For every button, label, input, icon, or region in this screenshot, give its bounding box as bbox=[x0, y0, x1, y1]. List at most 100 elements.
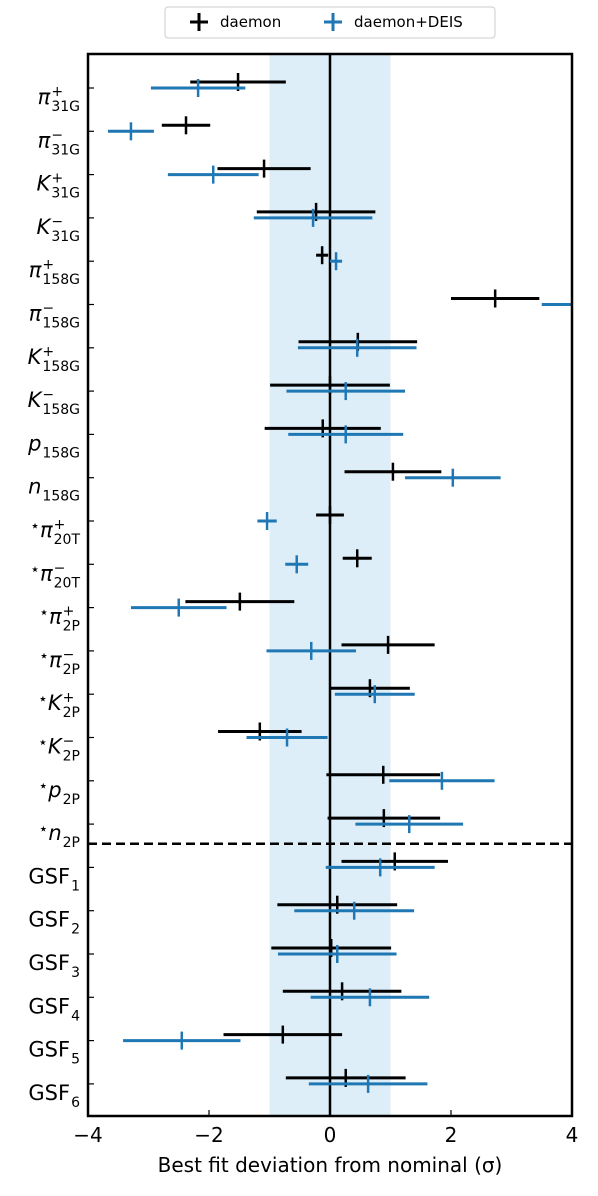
label-subscript: 158G bbox=[42, 402, 80, 418]
label-superscript: − bbox=[51, 127, 63, 143]
y-tick-label: 31G+K bbox=[37, 171, 80, 202]
label-subscript: 158G bbox=[42, 272, 80, 288]
label-superscript: − bbox=[42, 301, 54, 317]
label-subscript: 158G bbox=[42, 316, 80, 332]
y-tick-label: 2P−π⋆ bbox=[39, 646, 80, 678]
label-subscript: 31G bbox=[51, 229, 80, 245]
legend-label: daemon bbox=[220, 13, 281, 31]
label-star: ⋆ bbox=[39, 603, 49, 622]
y-tick-label: 2P+K⋆ bbox=[38, 689, 80, 721]
x-tick-label: 2 bbox=[445, 1123, 458, 1147]
label-star: ⋆ bbox=[38, 733, 48, 752]
label-superscript: + bbox=[54, 517, 66, 533]
label-base: π bbox=[29, 258, 42, 282]
label-base: K bbox=[28, 388, 44, 412]
label-base: GSF bbox=[28, 1038, 70, 1062]
label-subscript: 2P bbox=[63, 662, 80, 678]
label-base: n bbox=[28, 475, 41, 499]
label-star: ⋆ bbox=[39, 646, 49, 665]
y-tick-label: 158G+π bbox=[29, 257, 80, 288]
label-superscript: + bbox=[51, 84, 63, 100]
y-tick-label: 31G−K bbox=[37, 214, 80, 245]
label-subscript: 3 bbox=[71, 965, 80, 981]
label-base: K bbox=[48, 735, 64, 759]
label-subscript: 2 bbox=[71, 922, 80, 938]
label-superscript: + bbox=[42, 257, 54, 273]
legend: daemon daemon+DEIS bbox=[164, 6, 496, 39]
label-star: ⋆ bbox=[38, 776, 48, 795]
label-star: ⋆ bbox=[38, 689, 48, 708]
plot-area bbox=[107, 73, 572, 1093]
label-superscript: − bbox=[54, 560, 66, 576]
y-tick-label: 2P+π⋆ bbox=[39, 603, 80, 635]
label-subscript: 31G bbox=[51, 99, 80, 115]
label-base: π bbox=[49, 605, 62, 629]
label-base: π bbox=[40, 561, 53, 585]
y-tick-label: 2P−K⋆ bbox=[38, 733, 80, 765]
label-star: ⋆ bbox=[38, 819, 48, 838]
y-tick-label: 2Pp⋆ bbox=[38, 776, 80, 808]
x-tick-label: −4 bbox=[73, 1123, 102, 1147]
label-base: GSF bbox=[28, 994, 70, 1018]
label-base: GSF bbox=[28, 864, 70, 888]
x-axis-label: Best fit deviation from nominal (σ) bbox=[158, 1153, 503, 1177]
label-base: π bbox=[49, 648, 62, 672]
label-subscript: 20T bbox=[54, 532, 81, 548]
label-base: GSF bbox=[28, 1081, 70, 1105]
y-tick-label: 20T+π⋆ bbox=[30, 516, 80, 548]
label-superscript: − bbox=[63, 647, 75, 663]
label-superscript: + bbox=[51, 171, 63, 187]
label-subscript: 4 bbox=[71, 1008, 80, 1024]
label-subscript: 20T bbox=[54, 575, 81, 591]
y-tick-label: 158G−π bbox=[29, 301, 80, 332]
label-base: K bbox=[37, 215, 53, 239]
label-subscript: 158G bbox=[42, 489, 80, 505]
label-base: π bbox=[38, 85, 51, 109]
y-tick-label: 158G−K bbox=[28, 387, 80, 418]
label-base: K bbox=[48, 691, 64, 715]
label-subscript: 31G bbox=[51, 186, 80, 202]
label-base: K bbox=[37, 172, 53, 196]
label-subscript: 158G bbox=[42, 359, 80, 375]
label-superscript: − bbox=[63, 734, 75, 750]
label-base: K bbox=[28, 345, 44, 369]
x-tick-label: −2 bbox=[194, 1123, 223, 1147]
label-base: π bbox=[38, 128, 51, 152]
y-tick-label: 31G−π bbox=[38, 127, 80, 158]
label-subscript: 2P bbox=[63, 619, 80, 635]
label-superscript: + bbox=[63, 690, 75, 706]
label-star: ⋆ bbox=[30, 559, 40, 578]
label-subscript: 5 bbox=[71, 1052, 80, 1068]
y-tick-label: 20T−π⋆ bbox=[30, 559, 80, 591]
plot-frame bbox=[86, 52, 574, 1118]
x-tick-label: 4 bbox=[566, 1123, 579, 1147]
label-subscript: 31G bbox=[51, 142, 80, 158]
label-superscript: − bbox=[51, 214, 63, 230]
label-base: n bbox=[48, 821, 61, 845]
foreground-layer: −4 −2 0 2 431G+π31G−π31G+K31G−K158G+π158G−π1… bbox=[27, 6, 579, 1147]
label-base: GSF bbox=[28, 951, 70, 975]
label-base: GSF bbox=[28, 908, 70, 932]
label-superscript: + bbox=[63, 604, 75, 620]
label-star: ⋆ bbox=[30, 516, 40, 535]
x-tick-label: 0 bbox=[324, 1123, 337, 1147]
label-subscript: 2P bbox=[63, 792, 80, 808]
label-subscript: 2P bbox=[63, 749, 80, 765]
label-superscript: − bbox=[42, 387, 54, 403]
legend-label: daemon+DEIS bbox=[354, 13, 463, 31]
label-base: π bbox=[40, 518, 53, 542]
label-superscript: + bbox=[42, 344, 54, 360]
label-subscript: 158G bbox=[42, 445, 80, 461]
y-tick-label: 2Pn⋆ bbox=[38, 819, 80, 851]
label-subscript: 1 bbox=[71, 878, 80, 894]
label-subscript: 2P bbox=[63, 705, 80, 721]
